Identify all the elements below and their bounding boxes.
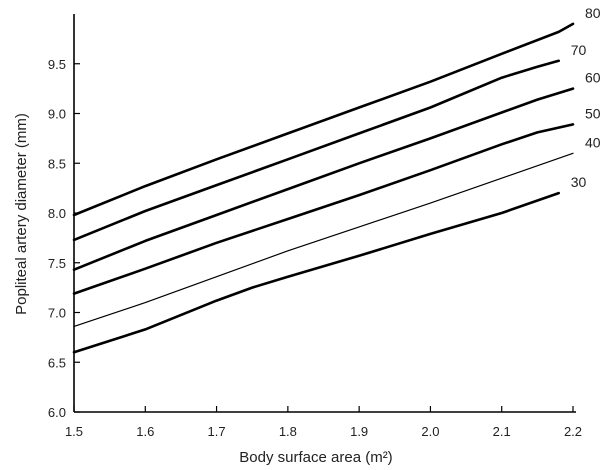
y-tick-label: 8.5 [48,156,66,171]
series-line-70 [72,59,561,242]
series-label-30: 30 [571,174,587,190]
x-axis-title: Body surface area (m²) [239,449,392,466]
y-tick-label: 6.5 [48,355,66,370]
x-tick-label: 2.1 [493,424,511,439]
series-line-80 [72,22,575,217]
series-labels: 80 70 60 50 40 30 [571,5,601,190]
y-tick-label: 9.5 [48,57,66,72]
series-lines [72,22,575,354]
y-axis-title: Popliteal artery diameter (mm) [13,113,30,315]
x-tick-label: 1.5 [65,424,83,439]
series-label-60: 60 [585,70,601,86]
series-line-50 [72,123,575,295]
series-label-40: 40 [585,134,601,150]
x-tick-label: 1.7 [208,424,226,439]
series-label-50: 50 [585,105,601,121]
y-tick-label: 7.5 [48,256,66,271]
x-ticks: 1.5 1.6 1.7 1.8 1.9 2.0 2.1 2.2 [65,406,582,439]
x-tick-label: 1.6 [136,424,154,439]
y-tick-label: 9.0 [48,107,66,122]
series-label-80: 80 [585,5,601,21]
x-tick-label: 2.0 [421,424,439,439]
x-tick-label: 1.8 [279,424,297,439]
series-label-70: 70 [571,42,587,58]
series-line-30 [72,191,561,354]
x-tick-label: 2.2 [564,424,582,439]
y-tick-label: 8.0 [48,206,66,221]
y-tick-label: 7.0 [48,306,66,321]
series-line-60 [72,87,575,272]
x-tick-label: 1.9 [350,424,368,439]
y-tick-label: 6.0 [48,405,66,420]
series-line-40 [73,152,574,327]
y-ticks: 6.0 6.5 7.0 7.5 8.0 8.5 9.0 9.5 [48,57,80,420]
